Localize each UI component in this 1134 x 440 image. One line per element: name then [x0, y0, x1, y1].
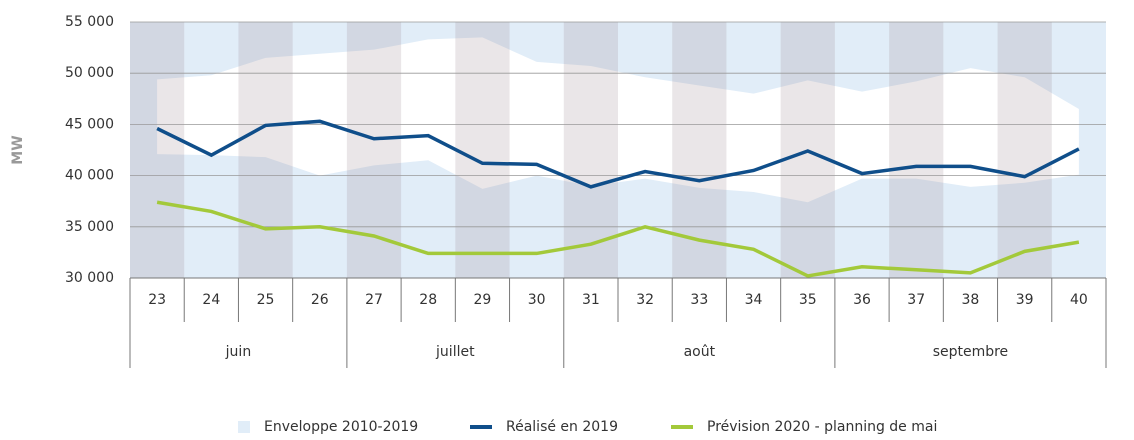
series-line: [156, 200, 1080, 278]
x-tick-label: 34: [745, 292, 763, 308]
column-stripe: [130, 22, 185, 278]
y-axis-label: MW: [10, 135, 26, 164]
month-label: juin: [225, 344, 252, 360]
column-stripe: [455, 22, 510, 278]
x-tick-label: 37: [907, 292, 925, 308]
column-stripe: [997, 22, 1052, 278]
y-tick-label: 45 000: [65, 116, 114, 132]
y-tick-label: 55 000: [65, 14, 114, 30]
legend-swatch: [238, 421, 250, 433]
x-tick-label: 27: [365, 292, 383, 308]
x-tick-label: 39: [1016, 292, 1034, 308]
x-tick-label: 23: [148, 292, 166, 308]
column-stripe: [889, 22, 944, 278]
x-tick-label: 26: [311, 292, 329, 308]
legend-label: Prévision 2020 - planning de mai: [707, 419, 937, 435]
x-tick-label: 33: [690, 292, 708, 308]
x-tick-label: 28: [419, 292, 437, 308]
y-tick-label: 40 000: [65, 168, 114, 184]
month-label: septembre: [933, 344, 1008, 360]
envelope-area: [157, 37, 1079, 203]
x-tick-label: 31: [582, 292, 600, 308]
x-tick-label: 40: [1070, 292, 1088, 308]
column-stripe: [238, 22, 293, 278]
x-tick-label: 32: [636, 292, 654, 308]
x-tick-label: 35: [799, 292, 817, 308]
y-tick-label: 35 000: [65, 219, 114, 235]
y-tick-label: 30 000: [65, 270, 114, 286]
x-tick-label: 38: [962, 292, 980, 308]
column-stripe: [563, 22, 618, 278]
month-label: août: [684, 344, 716, 360]
x-tick-label: 36: [853, 292, 871, 308]
x-tick-label: 24: [202, 292, 220, 308]
month-label: juillet: [435, 344, 475, 360]
legend-label: Réalisé en 2019: [506, 419, 618, 435]
series-line: [156, 119, 1080, 189]
legend-label: Enveloppe 2010-2019: [264, 419, 418, 435]
x-tick-label: 30: [528, 292, 546, 308]
x-tick-label: 29: [474, 292, 492, 308]
column-stripe: [346, 22, 402, 278]
y-tick-label: 50 000: [65, 65, 114, 81]
x-tick-label: 25: [257, 292, 275, 308]
